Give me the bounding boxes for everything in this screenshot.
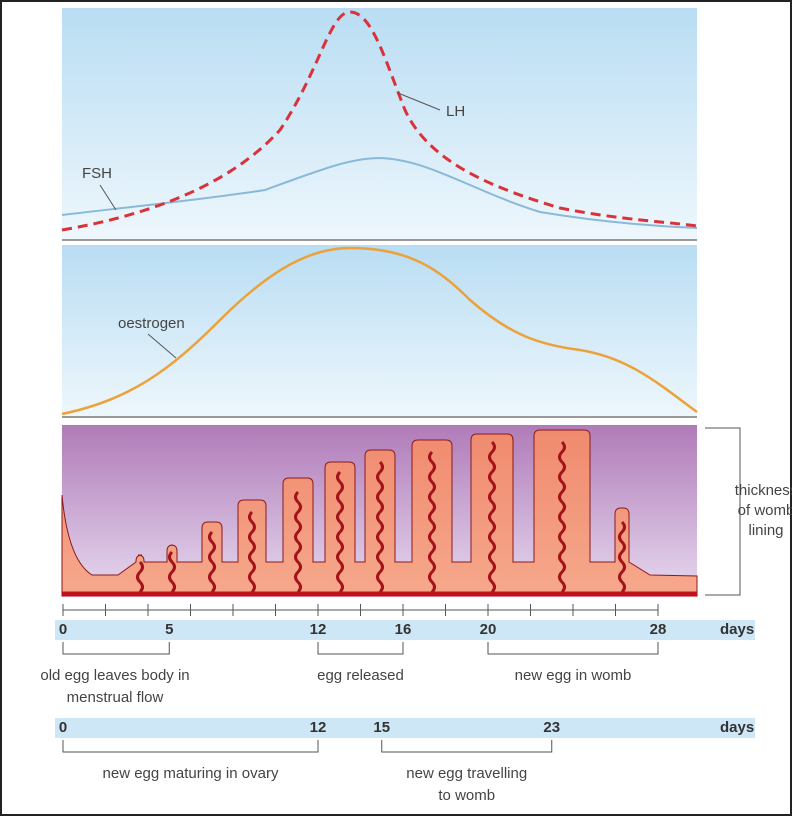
day-number: 12 xyxy=(310,719,327,736)
span-bracket xyxy=(382,740,552,752)
day-number: 28 xyxy=(650,621,667,638)
span-bracket xyxy=(488,642,658,654)
span-label: old egg leaves body in xyxy=(40,667,189,684)
lh-label: LH xyxy=(446,103,465,120)
day-number: 20 xyxy=(480,621,497,638)
day-number: 23 xyxy=(543,719,560,736)
day-number: 15 xyxy=(373,719,390,736)
fsh-label: FSH xyxy=(82,165,112,182)
day-bar xyxy=(55,718,755,738)
day-number: 12 xyxy=(310,621,327,638)
day-number: 5 xyxy=(165,621,173,638)
days-unit: days xyxy=(720,719,754,736)
day-number: 16 xyxy=(395,621,412,638)
span-label: to womb xyxy=(438,787,495,804)
thickness-bracket xyxy=(705,428,740,595)
oestrogen-label: oestrogen xyxy=(118,315,185,332)
days-unit: days xyxy=(720,621,754,638)
span-label: new egg in womb xyxy=(515,667,632,684)
day-number: 0 xyxy=(59,621,67,638)
menstrual-cycle-diagram: LH FSH oestrogen thickness of womb linin… xyxy=(0,0,792,816)
span-label: new egg maturing in ovary xyxy=(103,765,279,782)
span-bracket xyxy=(63,642,169,654)
span-bracket xyxy=(63,740,318,752)
womb-label: of womb xyxy=(738,502,792,519)
span-label: new egg travelling xyxy=(406,765,527,782)
span-bracket xyxy=(318,642,403,654)
womb-label: thickness xyxy=(735,482,792,499)
span-label: menstrual flow xyxy=(67,689,164,706)
span-label: egg released xyxy=(317,667,404,684)
timelines: 0 5 12 16 20 28 days old egg leaves body in mens… xyxy=(40,604,755,804)
day-number: 0 xyxy=(59,719,67,736)
womb-label: lining xyxy=(748,522,783,539)
